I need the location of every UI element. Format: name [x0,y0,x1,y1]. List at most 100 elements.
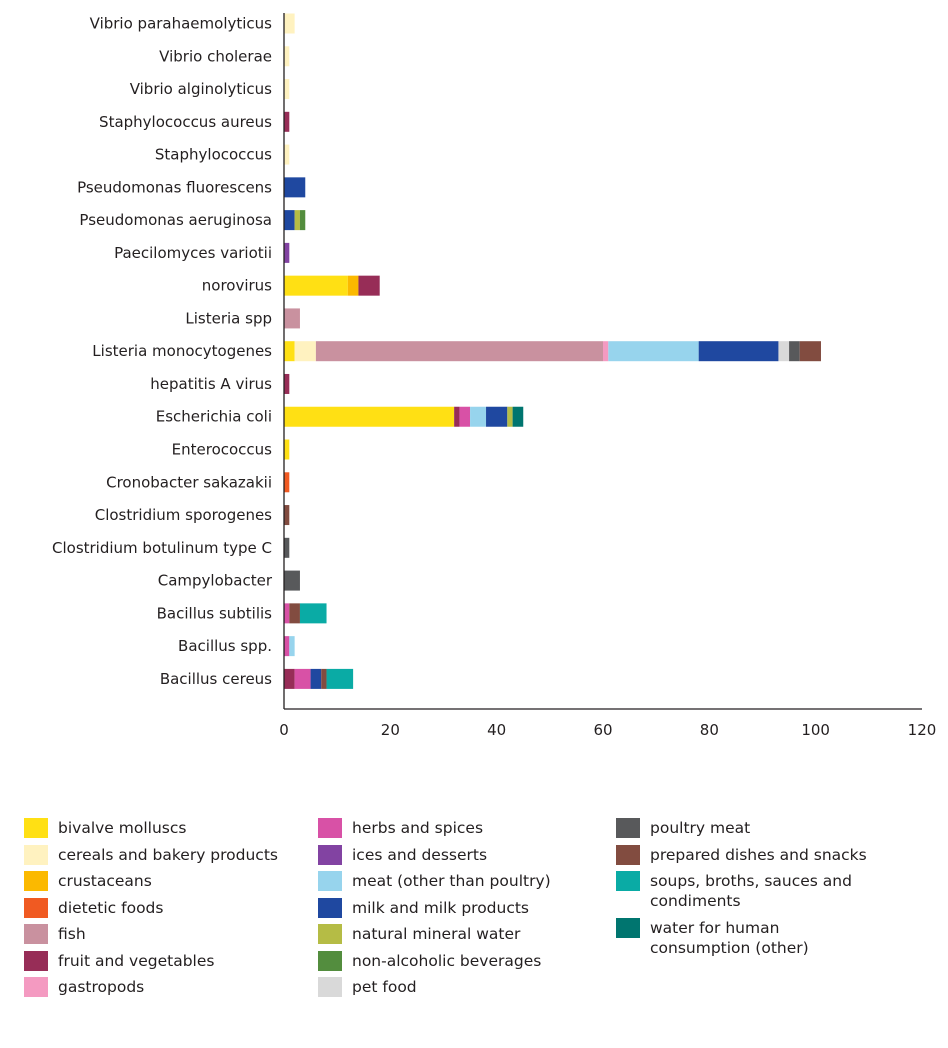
legend-item: natural mineral water [318,924,622,944]
legend-item: cereals and bakery products [24,844,328,865]
x-tick-label: 40 [487,721,506,739]
legend-label: fruit and vegetables [58,951,215,970]
x-tick-label: 120 [908,721,937,739]
legend-label: soups, broths, sauces and condiments [650,872,852,910]
legend-label: herbs and spices [352,819,484,837]
category-label: Listeria spp [185,309,272,327]
bar-segment [284,111,290,132]
category-label: Campylobacter [158,572,273,590]
legend-swatch [318,818,342,838]
legend-swatch [616,844,640,865]
category-label: Vibrio alginolyticus [130,80,272,98]
legend-swatch [24,818,48,838]
legend-label: pet food [352,978,417,996]
legend-item: non-alcoholic beverages [318,950,622,971]
bar-segment [454,406,460,427]
legend-item: dietetic foods [24,897,328,918]
bar-segment [321,668,327,689]
x-tick-label: 100 [801,721,830,739]
bar-segment [284,275,348,296]
bar-segment [778,341,790,362]
bar-segment [486,406,508,427]
bar-segment [512,406,524,427]
bar-segment [315,341,603,362]
bar-segment [284,144,290,165]
category-label: Listeria monocytogenes [92,342,272,360]
legend-label: dietetic foods [58,898,164,917]
bar-segment [470,406,487,427]
category-label: Clostridium sporogenes [95,506,272,524]
legend-swatch [318,977,342,997]
category-label: Enterococcus [172,441,273,459]
bar-segment [284,177,306,198]
bar-segment [299,210,306,231]
bar-segment [294,668,311,689]
legend-label: meat (other than poultry) [352,872,551,890]
bar-segment [284,505,290,526]
category-label: Vibrio parahaemolyticus [90,15,273,33]
category-label: Pseudomonas fluorescens [77,178,272,196]
legend-swatch [616,818,640,838]
bar-segment [284,472,290,493]
x-tick-labels: 0 20 40 60 80 100 120 [279,721,936,739]
legend-label: bivalve molluscs [58,819,187,837]
bar-segment [799,341,821,362]
bar-segment [326,668,354,689]
category-label: Bacillus subtilis [157,604,273,622]
legend-label: prepared dishes and snacks [650,845,867,864]
legend-swatch [24,897,48,918]
category-label: Pseudomonas aeruginosa [79,211,272,229]
bar-segment [358,275,380,296]
bar-segment [284,46,290,67]
bar-segment [284,603,290,624]
category-label: Cronobacter sakazakii [106,473,272,491]
legend-item: gastropods [24,977,328,997]
bar-segment [294,341,316,362]
legend-swatch [24,924,48,944]
legend-item: prepared dishes and snacks [616,844,880,865]
category-label: hepatitis A virus [150,375,272,393]
legend-item: fruit and vegetables [24,950,328,971]
legend-swatch [318,924,342,944]
legend-label: fish [58,925,86,943]
bar-segment [284,373,290,394]
bar-segment [284,570,300,591]
bar-segment [284,308,300,329]
bar-segment [284,406,455,427]
legend-item: fish [24,924,328,944]
bar-segment [507,406,513,427]
legend-item: soups, broths, sauces and condiments [616,871,880,911]
legend-swatch [318,871,342,891]
category-label: Paecilomyces variotii [114,244,272,262]
legend-swatch [24,977,48,997]
bar-segment [284,439,290,460]
bar-segment [310,668,322,689]
bar-segment [459,406,471,427]
legend-label: poultry meat [650,819,751,837]
category-label: norovirus [202,277,272,295]
legend-swatch [318,897,342,918]
legend-item: milk and milk products [318,897,622,918]
bar-segment [284,210,295,231]
legend-label: gastropods [58,978,145,996]
legend-item: ices and desserts [318,844,622,865]
legend-swatch [318,844,342,865]
x-tick-label: 60 [593,721,612,739]
x-tick-label: 80 [700,721,719,739]
legend-item: bivalve molluscs [24,818,328,838]
bar-segment [289,636,295,657]
legend-label: milk and milk products [352,898,530,917]
bar-segment [284,668,295,689]
legend-label: water for human consumption (other) [650,918,809,957]
category-label: Clostridium botulinum type C [52,539,272,557]
bar-segment [603,341,609,362]
bar-segment [698,341,779,362]
bar-segment [284,13,295,34]
bar-segment [284,79,290,100]
bar-segment [299,603,327,624]
legend-swatch [24,950,48,971]
bar-segment [347,275,359,296]
bar-segment [294,210,300,231]
stacked-bar-chart: Vibrio parahaemolyticus Vibrio cholerae Vi… [52,13,936,739]
legend-item: water for human consumption (other) [616,917,880,958]
